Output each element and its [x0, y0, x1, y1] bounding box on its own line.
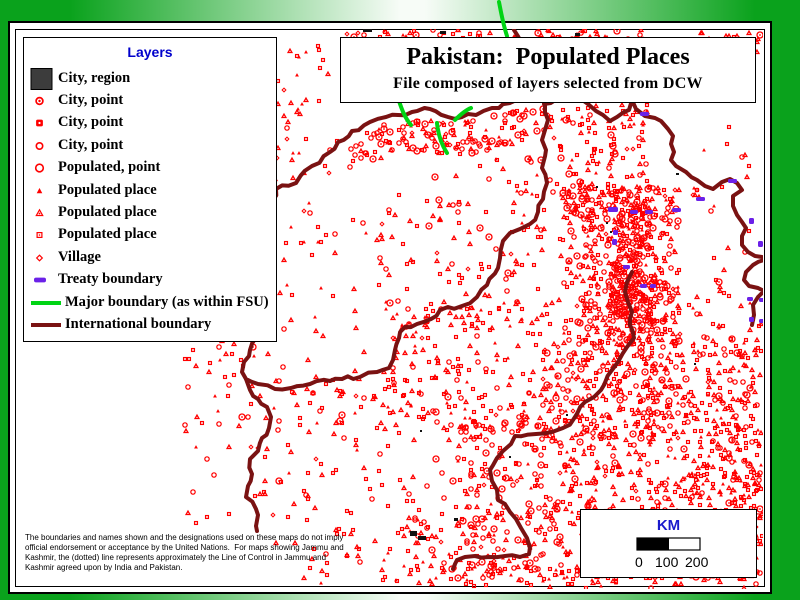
svg-text:200: 200: [685, 554, 709, 570]
svg-text:0: 0: [635, 554, 643, 570]
svg-text:100: 100: [655, 554, 679, 570]
